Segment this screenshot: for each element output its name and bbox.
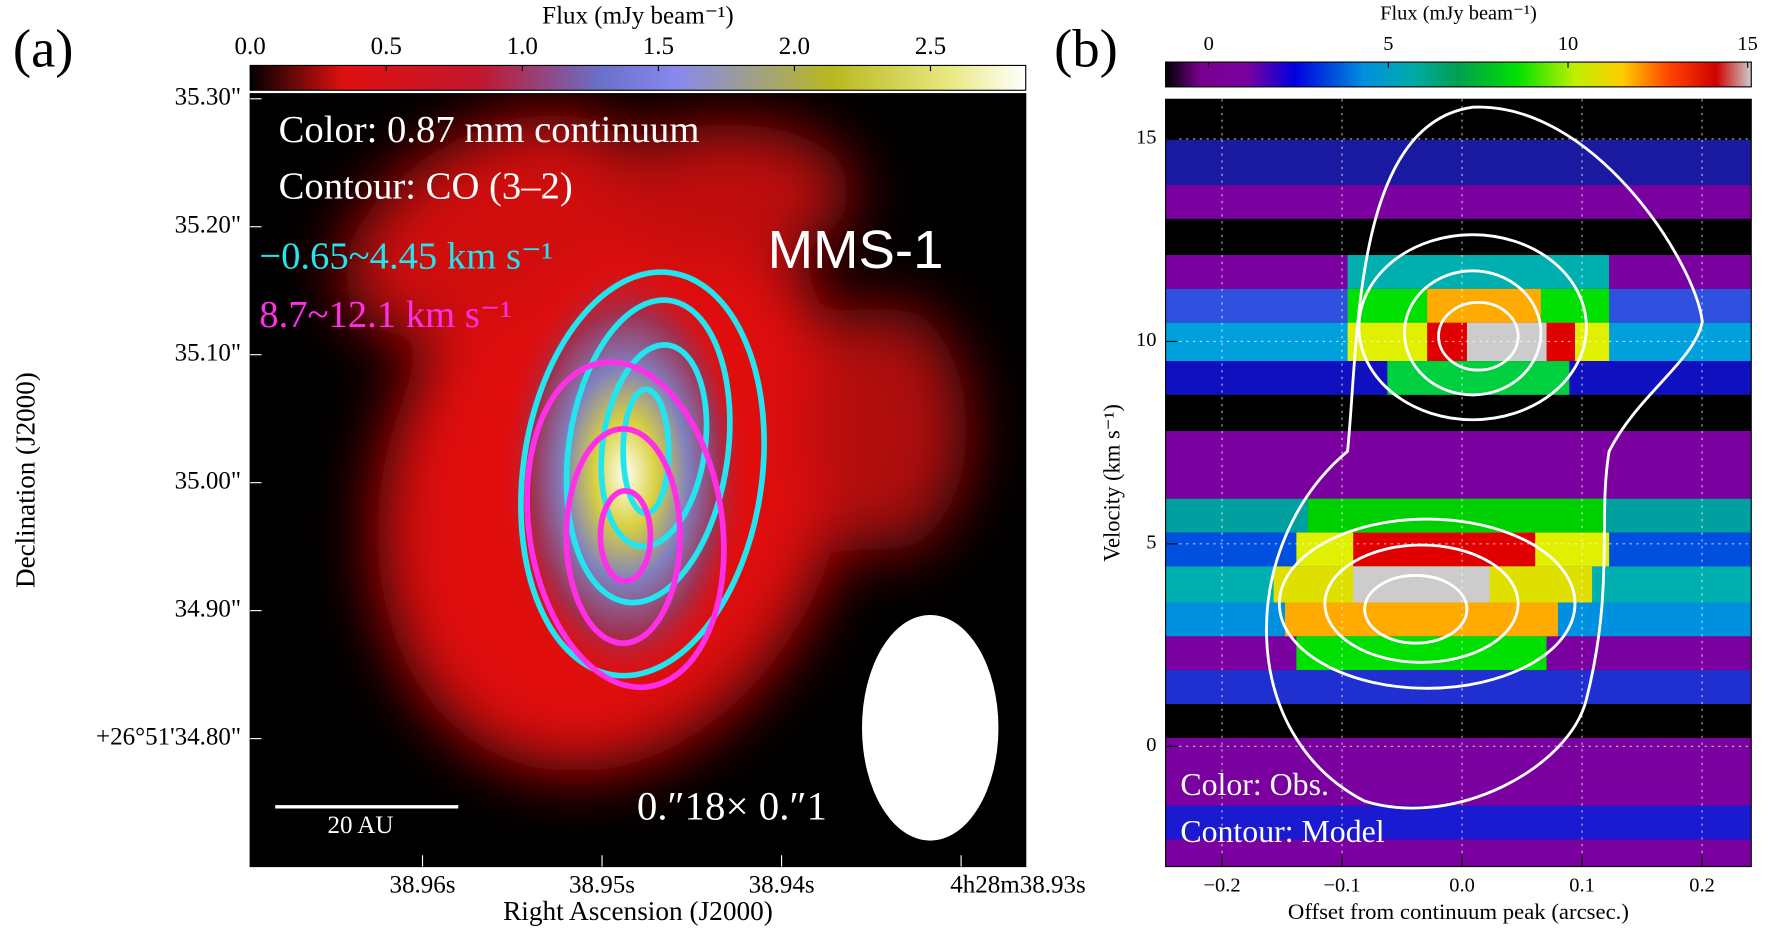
x-tick-label: 38.95s [569, 872, 635, 899]
annotation: MMS-1 [768, 219, 944, 280]
y-tick-label: 35.20" [175, 212, 241, 239]
x-tick-label: 0.2 [1689, 875, 1715, 897]
x-tick-label: 38.96s [390, 872, 456, 899]
colorbar-tick-label: 10 [1558, 33, 1578, 55]
x-tick-label: 0.1 [1569, 875, 1595, 897]
x-tick-label: −0.2 [1203, 875, 1240, 897]
colorbar-tick-label: 0 [1204, 33, 1214, 55]
annotation: Contour: Model [1180, 814, 1384, 849]
x-tick-label: 38.94s [749, 872, 815, 899]
y-tick-label: +26°51'34.80" [96, 723, 241, 750]
colorbar-tick-label: 1.0 [507, 33, 538, 60]
model-contours [1265, 105, 1704, 810]
colorbar-tick-label: 1.5 [643, 33, 674, 60]
x-tick-label: −0.1 [1323, 875, 1360, 897]
frame [1165, 98, 1752, 868]
beam [861, 614, 999, 841]
x-tick-label: 0.0 [1449, 875, 1475, 897]
annotation: 8.7~12.1 km s⁻¹ [259, 294, 512, 336]
y-axis-title: Velocity (km s⁻¹) [1100, 404, 1125, 562]
annotation: Color: Obs. [1180, 767, 1329, 802]
x-axis-title: Right Ascension (J2000) [503, 896, 773, 926]
y-tick-label: 34.90" [175, 595, 241, 622]
panel-label: (a) [13, 19, 74, 79]
colorbar-tick-label: 15 [1737, 33, 1757, 55]
y-tick-label: 15 [1136, 127, 1156, 149]
y-tick-label: 35.10" [175, 339, 241, 366]
colorbar-tick-label: 0.5 [371, 33, 402, 60]
y-axis-title: Declination (J2000) [11, 372, 41, 588]
colorbar-tick-label: 2.0 [779, 33, 810, 60]
colorbar-title: Flux (mJy beam⁻¹) [542, 3, 734, 30]
frame [249, 93, 1027, 868]
annotation: −0.65~4.45 km s⁻¹ [259, 235, 553, 277]
x-axis-title: Offset from continuum peak (arcsec.) [1288, 899, 1629, 924]
y-tick-label: 0 [1146, 734, 1156, 756]
x-tick-label: 4h28m38.93s [950, 872, 1085, 899]
colorbar [249, 64, 1027, 91]
colorbar-tick-label: 5 [1383, 33, 1393, 55]
annotation: 0.″18× 0.″1 [637, 784, 827, 829]
annotation: Color: 0.87 mm continuum [279, 109, 700, 151]
y-tick-label: 5 [1146, 532, 1156, 554]
colorbar-tick-label: 2.5 [915, 33, 946, 60]
annotation: 20 AU [328, 812, 394, 839]
pv-image [1165, 99, 1752, 867]
panel-label: (b) [1054, 19, 1118, 79]
y-tick-label: 35.30" [175, 84, 241, 111]
colorbar [1165, 61, 1752, 88]
continuum-image [250, 93, 1026, 867]
annotation: Contour: CO (3–2) [279, 165, 573, 207]
y-tick-label: 10 [1136, 329, 1156, 351]
contours [518, 269, 767, 691]
colorbar-title: Flux (mJy beam⁻¹) [1380, 2, 1537, 24]
colorbar-tick-label: 0.0 [235, 33, 266, 60]
y-tick-label: 35.00" [175, 467, 241, 494]
